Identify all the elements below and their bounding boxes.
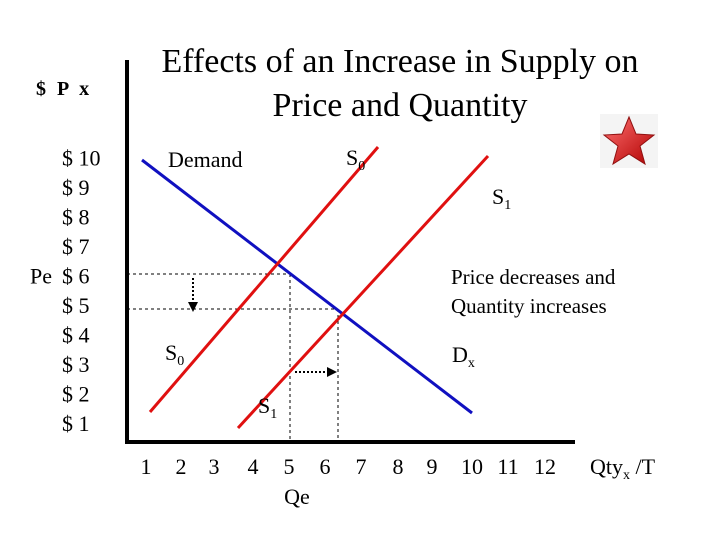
s0-top-label: S0 — [346, 145, 365, 174]
y-tick-label: $ 2 — [62, 382, 90, 407]
title-line-2: Price and Quantity — [272, 87, 528, 124]
s0-bottom-label: S0 — [165, 340, 184, 369]
x-tick-label: 5 — [284, 454, 295, 479]
s1-bottom-label: S1 — [258, 393, 277, 422]
chart-title: Effects of an Increase in Supply on Pric… — [140, 40, 660, 128]
y-tick-label: $ 10 — [62, 146, 101, 171]
y-tick-label: $ 8 — [62, 205, 90, 230]
s1-top-label: S1 — [492, 184, 511, 213]
x-tick-label: 3 — [209, 454, 220, 479]
quantity-increase-arrowhead — [327, 367, 337, 377]
y-tick-label: $ 5 — [62, 293, 90, 318]
annotation-line-2: Quantity increases — [451, 294, 607, 318]
x-tick-label: 10 — [461, 454, 483, 479]
x-tick-label: 7 — [356, 454, 367, 479]
x-tick-label: 1 — [141, 454, 152, 479]
dx-label: Dx — [452, 342, 475, 371]
y-tick-label: $ 7 — [62, 234, 90, 259]
qe-label: Qe — [284, 484, 310, 509]
x-tick-label: 6 — [320, 454, 331, 479]
x-tick-label: 2 — [176, 454, 187, 479]
supply-curve-0 — [148, 146, 380, 413]
x-tick-label: 12 — [534, 454, 556, 479]
supply-curve-1 — [236, 154, 490, 430]
x-tick-label: 11 — [497, 454, 518, 479]
y-tick-label: $ 6 — [62, 264, 90, 289]
x-tick-label: 4 — [248, 454, 259, 479]
price-decrease-arrowhead — [188, 302, 198, 312]
y-tick-label: $ 3 — [62, 352, 90, 377]
y-tick-label: $ 1 — [62, 411, 90, 436]
pe-label: Pe — [30, 264, 52, 289]
title-line-1: Effects of an Increase in Supply on — [161, 43, 639, 80]
y-tick-label: $ 9 — [62, 175, 90, 200]
y-axis-label: $ P x — [36, 78, 93, 100]
demand-label: Demand — [168, 147, 243, 172]
x-axis-label: Qtyx /T — [590, 454, 656, 483]
red-star-icon — [600, 114, 658, 168]
x-tick-label: 8 — [393, 454, 404, 479]
y-tick-label: $ 4 — [62, 323, 90, 348]
x-tick-label: 9 — [427, 454, 438, 479]
annotation-line-1: Price decreases and — [451, 265, 616, 289]
demand-curve — [141, 158, 473, 415]
